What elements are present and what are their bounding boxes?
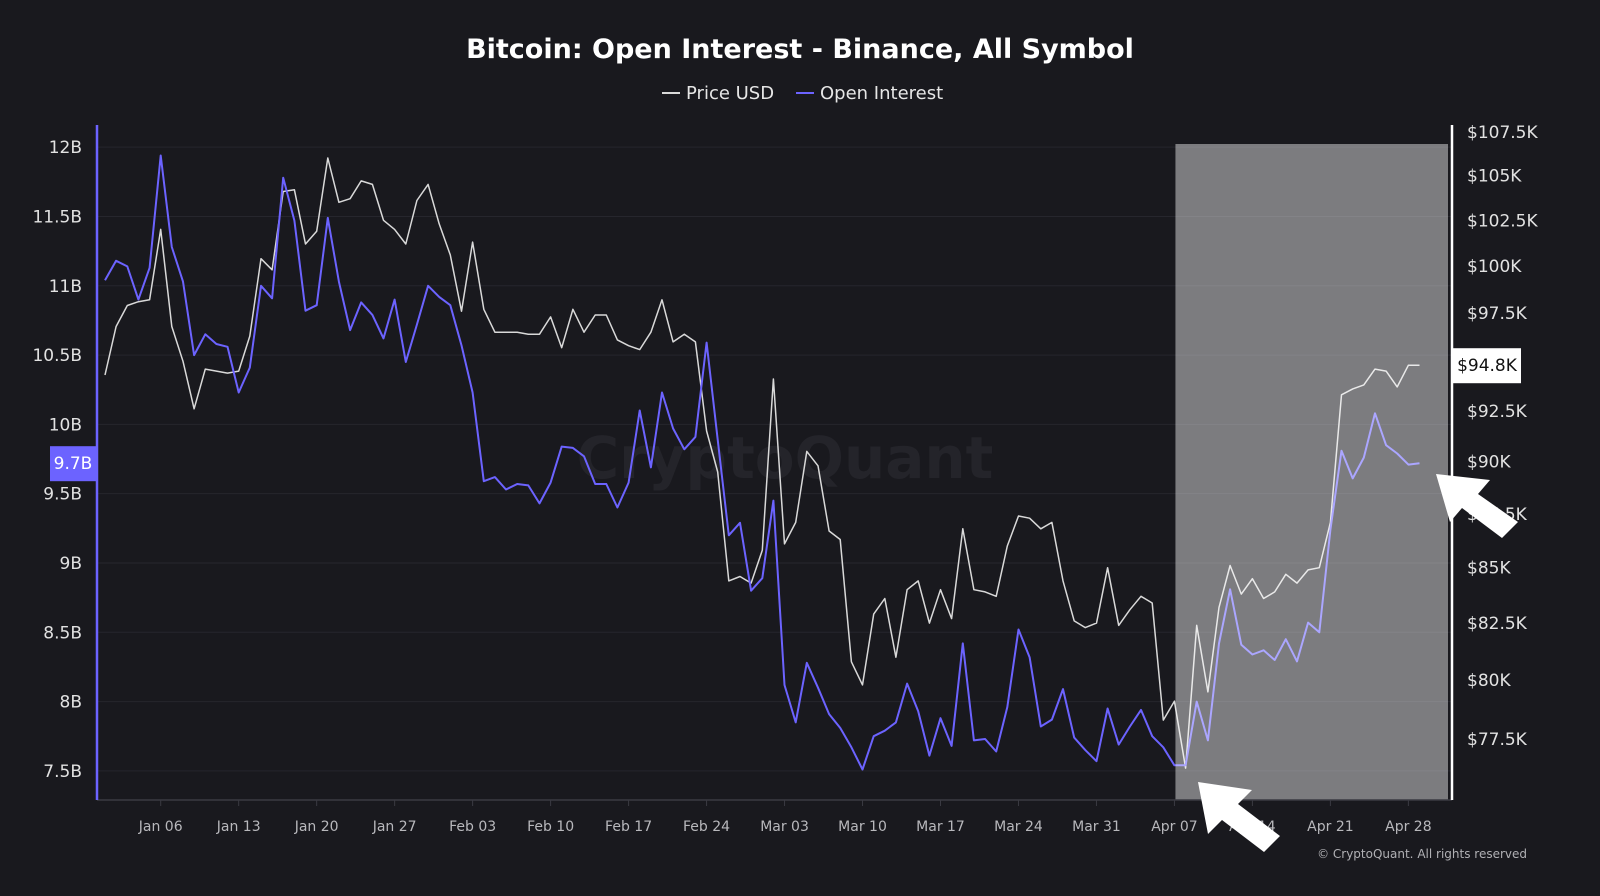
right-axis-tick-label: $97.5K: [1467, 304, 1528, 324]
x-axis-tick-label: Jan 20: [294, 819, 339, 835]
x-axis-tick-label: Feb 17: [605, 819, 652, 835]
right-axis-tick-label: $105K: [1467, 167, 1522, 187]
x-axis-tick-label: Mar 24: [994, 819, 1043, 835]
x-axis-tick-label: Feb 03: [449, 819, 496, 835]
series-lines: [104, 154, 1420, 771]
current-open-interest-badge: [50, 446, 96, 482]
highlight-region: [1175, 144, 1448, 800]
right-axis-tick-label: $92.5K: [1467, 402, 1528, 422]
x-axis-tick-label: Mar 10: [838, 819, 887, 835]
x-axis-tick-label: Feb 24: [683, 819, 730, 835]
arrow-icon-bottom: [1198, 782, 1280, 852]
x-axis-tick-label: Apr 07: [1151, 819, 1197, 835]
left-axis-tick-label: 9.5B: [43, 485, 82, 505]
right-axis-tick-label: $107.5K: [1467, 123, 1538, 143]
right-axis-tick-label: $77.5K: [1467, 730, 1528, 750]
right-axis-tick-label: $82.5K: [1467, 614, 1528, 634]
x-axis-tick-label: Mar 17: [916, 819, 965, 835]
right-axis-tick-label: $100K: [1467, 257, 1522, 277]
right-axis-tick-label: $85K: [1467, 559, 1511, 579]
copyright: © CryptoQuant. All rights reserved: [1317, 847, 1527, 861]
current-price-badge: [1453, 348, 1521, 384]
right-axis-tick-label: $90K: [1467, 453, 1511, 473]
left-axis-tick-label: 11B: [49, 277, 82, 297]
chart-title: Bitcoin: Open Interest - Binance, All Sy…: [466, 34, 1134, 65]
x-axis-tick-label: Jan 27: [372, 819, 417, 835]
x-axis-tick-label: Jan 13: [216, 819, 261, 835]
current-open-interest-label: 9.7B: [54, 454, 93, 474]
x-axis-tick-label: Apr 28: [1385, 819, 1431, 835]
legend-label-price[interactable]: Price USD: [686, 83, 774, 104]
x-axis-tick-label: Jan 06: [138, 819, 183, 835]
left-axis-tick-label: 8B: [60, 693, 82, 713]
legend-label-open-interest[interactable]: Open Interest: [820, 83, 943, 104]
right-axis-tick-label: $80K: [1467, 671, 1511, 691]
x-axis-tick-label: Mar 31: [1072, 819, 1121, 835]
x-axis-tick-label: Apr 21: [1307, 819, 1353, 835]
arrow-icon-right: [1436, 474, 1518, 538]
left-axis-tick-label: 10B: [49, 415, 82, 435]
x-axis-tick-label: Feb 10: [527, 819, 574, 835]
left-axis-tick-label: 9B: [60, 554, 82, 574]
left-axis-tick-label: 7.5B: [43, 762, 82, 782]
left-axis-tick-label: 12B: [49, 138, 82, 158]
left-axis-tick-label: 10.5B: [32, 346, 82, 366]
annotation-arrows: [1198, 474, 1518, 852]
watermark: CryptoQuant: [577, 424, 994, 492]
right-axis-tick-label: $102.5K: [1467, 211, 1538, 231]
current-price-label: $94.8K: [1457, 356, 1518, 376]
left-axis-tick-label: 11.5B: [32, 207, 82, 227]
x-axis-tick-label: Mar 03: [760, 819, 809, 835]
legend: Price USD Open Interest: [662, 83, 943, 104]
left-axis-tick-label: 8.5B: [43, 623, 82, 643]
gridlines: [97, 146, 1452, 772]
